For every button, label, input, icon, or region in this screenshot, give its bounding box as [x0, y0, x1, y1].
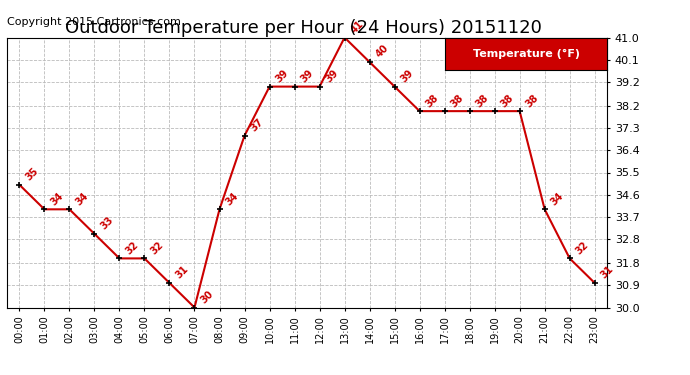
Text: 41: 41 — [348, 19, 365, 35]
Text: 38: 38 — [474, 92, 491, 109]
Text: 38: 38 — [448, 92, 466, 109]
Text: 30: 30 — [199, 289, 215, 305]
Text: 31: 31 — [599, 264, 615, 281]
Text: 39: 39 — [299, 68, 315, 84]
Text: 34: 34 — [224, 190, 240, 207]
Text: 32: 32 — [574, 240, 591, 256]
Text: 38: 38 — [499, 92, 515, 109]
Text: 37: 37 — [248, 117, 265, 134]
Text: 35: 35 — [23, 166, 40, 183]
Text: 39: 39 — [274, 68, 290, 84]
Text: 32: 32 — [124, 240, 140, 256]
Text: 38: 38 — [524, 92, 540, 109]
Text: 33: 33 — [99, 215, 115, 232]
Text: 34: 34 — [549, 190, 565, 207]
Text: 39: 39 — [399, 68, 415, 84]
Text: Copyright 2015 Cartronics.com: Copyright 2015 Cartronics.com — [7, 17, 181, 27]
Text: 39: 39 — [324, 68, 340, 84]
Text: 38: 38 — [424, 92, 440, 109]
Text: 40: 40 — [374, 43, 391, 60]
Text: 34: 34 — [74, 190, 90, 207]
Text: 34: 34 — [48, 190, 65, 207]
Text: Outdoor Temperature per Hour (24 Hours) 20151120: Outdoor Temperature per Hour (24 Hours) … — [65, 19, 542, 37]
Text: 31: 31 — [174, 264, 190, 281]
Text: 32: 32 — [148, 240, 165, 256]
